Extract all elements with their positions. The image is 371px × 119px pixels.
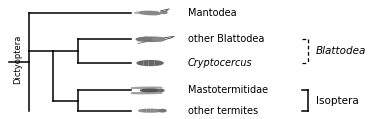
Text: other termites: other termites [188, 106, 258, 116]
Ellipse shape [141, 89, 160, 92]
Ellipse shape [153, 37, 165, 41]
Ellipse shape [159, 109, 166, 112]
Ellipse shape [161, 11, 167, 14]
Ellipse shape [135, 11, 159, 14]
Ellipse shape [140, 12, 160, 15]
Text: Mastotermitidae: Mastotermitidae [188, 85, 268, 95]
Ellipse shape [137, 61, 163, 65]
Text: Dictyoptera: Dictyoptera [13, 35, 22, 84]
Text: other Blattodea: other Blattodea [188, 34, 265, 44]
Text: Cryptocercus: Cryptocercus [188, 58, 253, 68]
Ellipse shape [136, 37, 164, 41]
Ellipse shape [158, 89, 164, 91]
Text: Blattodea: Blattodea [316, 46, 366, 56]
Ellipse shape [131, 87, 162, 88]
Ellipse shape [139, 109, 161, 112]
Ellipse shape [131, 92, 162, 94]
Text: Mantodea: Mantodea [188, 8, 237, 18]
Text: Isoptera: Isoptera [316, 96, 358, 106]
